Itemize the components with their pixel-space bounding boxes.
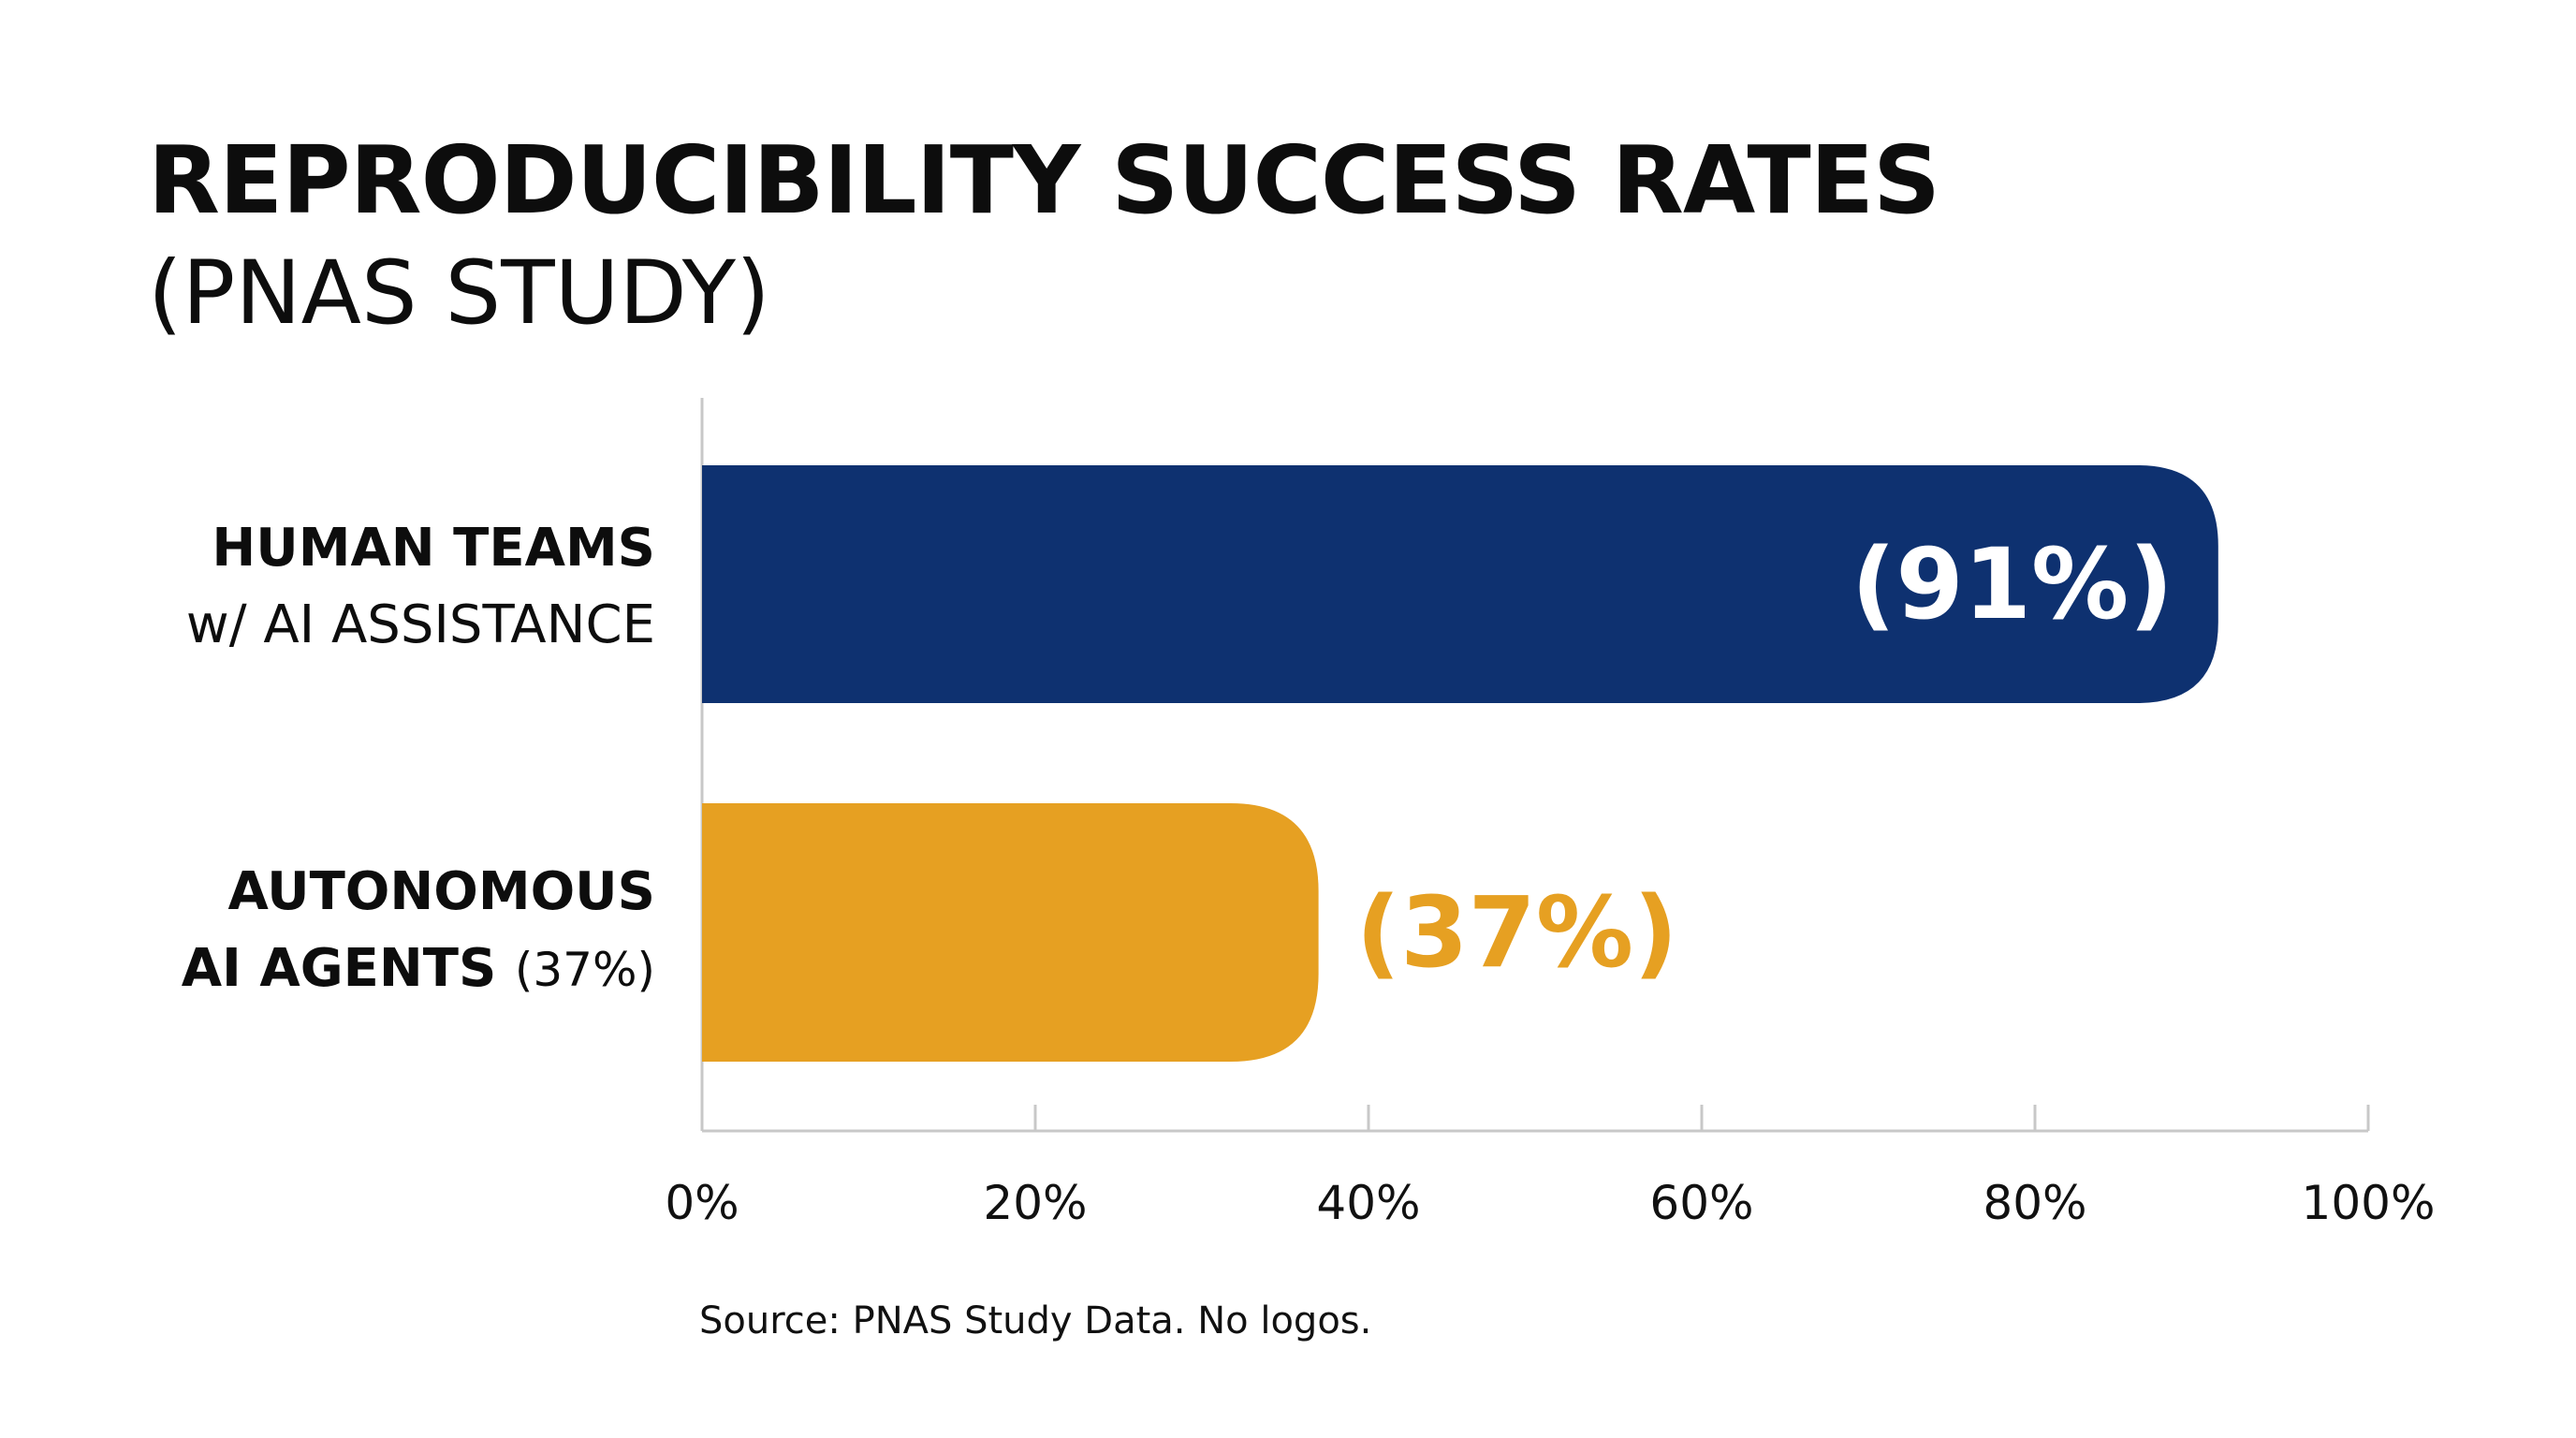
x-tick-label: 0% (665, 1176, 739, 1230)
category-label-line2-bold: AI AGENTS (181, 938, 497, 999)
x-tick-label: 100% (2302, 1176, 2436, 1230)
category-label-line1: HUMAN TEAMS (212, 518, 655, 579)
source-note: Source: PNAS Study Data. No logos. (699, 1299, 1372, 1343)
x-tick-label: 80% (1983, 1176, 2086, 1230)
x-tick-label: 60% (1649, 1176, 1753, 1230)
x-tick-label: 20% (983, 1176, 1087, 1230)
category-label-line2: w/ AI ASSISTANCE (185, 594, 655, 655)
value-label-1: (91%) (1852, 527, 2174, 641)
value-label-2: (37%) (1356, 875, 1678, 990)
chart-title: REPRODUCIBILITY SUCCESS RATES (148, 125, 1940, 235)
category-label-autonomous-agents: AUTONOMOUS AI AGENTS (37%) (182, 854, 655, 1008)
x-tick-label: 40% (1316, 1176, 1420, 1230)
bar-1 (702, 465, 2218, 703)
bar-2 (702, 803, 1319, 1062)
category-label-line1: AUTONOMOUS (227, 861, 655, 922)
category-label-human-teams: HUMAN TEAMS w/ AI ASSISTANCE (186, 510, 655, 664)
category-label-line2-extra: (37%) (514, 943, 655, 997)
chart-subtitle: (PNAS STUDY) (148, 242, 770, 345)
category-label-line2: AI AGENTS (37%) (182, 931, 655, 1008)
